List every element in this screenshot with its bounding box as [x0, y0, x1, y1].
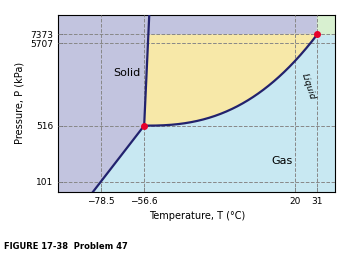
X-axis label: Temperature, T (°C): Temperature, T (°C)	[149, 211, 245, 221]
Text: Gas: Gas	[272, 156, 293, 166]
Text: Solid: Solid	[114, 68, 141, 78]
Polygon shape	[58, 35, 335, 216]
Y-axis label: Pressure, P (kPa): Pressure, P (kPa)	[15, 62, 25, 145]
Polygon shape	[144, 35, 317, 126]
Text: Liquid: Liquid	[300, 72, 317, 101]
Polygon shape	[317, 0, 335, 35]
Text: FIGURE 17-38  Problem 47: FIGURE 17-38 Problem 47	[4, 243, 127, 251]
